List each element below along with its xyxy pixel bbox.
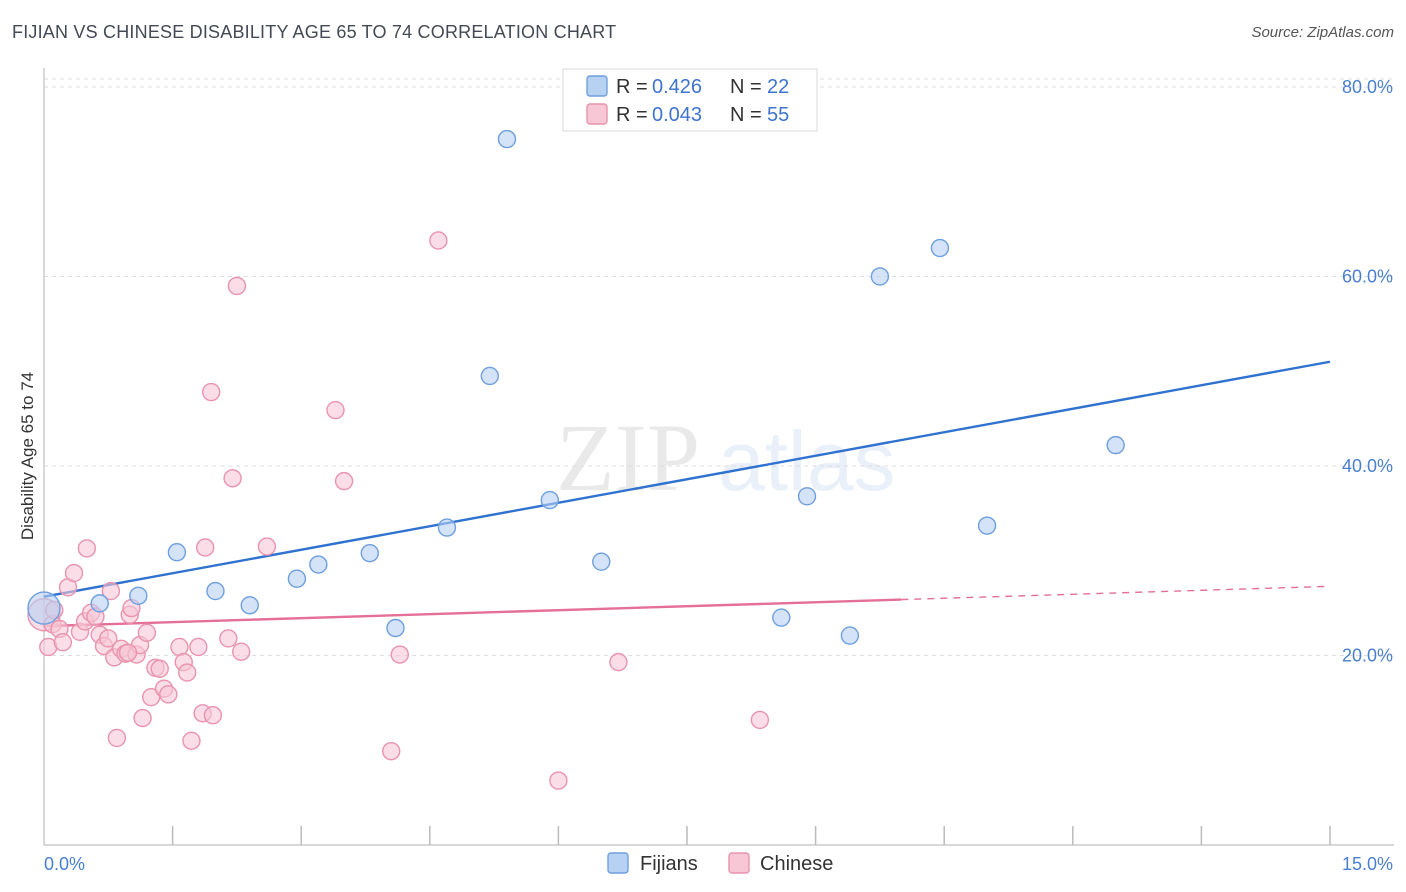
y-tick-label-0: 20.0% [1342, 645, 1393, 665]
chinese-point-9 [77, 539, 97, 558]
x-tick-label-0: 0.0% [44, 854, 85, 874]
fijians-point-4 [206, 581, 225, 601]
chinese-point-54 [118, 643, 138, 662]
fijians-point-2 [129, 586, 148, 605]
y-tick-label-2: 60.0% [1342, 266, 1393, 286]
legend-r-label: R = [616, 76, 648, 98]
chinese-point-31 [170, 637, 189, 657]
chinese-point-49 [429, 231, 448, 250]
fijians-point-13 [540, 490, 560, 510]
chinese-point-30 [159, 685, 178, 704]
legend-bottom: Fijians Chinese [607, 852, 833, 875]
legend-swatch-fijians [586, 75, 608, 97]
fijians-point-17 [840, 626, 860, 645]
legend-n-value-fijians: 22 [767, 76, 789, 98]
chinese-point-52 [750, 710, 770, 730]
chinese-point-44 [257, 537, 277, 556]
trend-line-chinese [43, 598, 902, 628]
chinese-point-39 [203, 705, 223, 725]
legend-r-value-fijians: 0.426 [652, 76, 702, 98]
fijians-point-16 [797, 487, 817, 506]
chinese-point-4 [53, 633, 73, 652]
source-label: Source: ZipAtlas.com [1251, 24, 1394, 41]
legend-row-fijians: R = 0.426 N = 22 [586, 75, 789, 98]
legend-n-label: N = [730, 104, 762, 126]
gridlines [44, 78, 1394, 656]
chinese-point-28 [150, 659, 169, 678]
legend-r-value-chinese: 0.043 [652, 104, 702, 126]
chinese-point-48 [390, 645, 409, 664]
fijians-point-19 [930, 238, 950, 258]
legend-bottom-swatch-chinese [728, 852, 750, 874]
x-axis-ticks [171, 826, 1331, 845]
chinese-point-41 [223, 469, 242, 488]
fijians-point-12 [497, 129, 517, 149]
chinese-point-43 [231, 642, 251, 661]
chinese-point-15 [101, 581, 121, 601]
legend-n-value-chinese: 55 [767, 104, 789, 126]
fijians-point-11 [480, 366, 500, 386]
chinese-point-17 [107, 728, 127, 748]
fijians-point-9 [386, 618, 405, 638]
x-tick-label-1: 15.0% [1342, 854, 1393, 874]
y-axis-tick-labels: 20.0% 40.0% 60.0% 80.0% [1342, 77, 1393, 666]
fijians-point-5 [240, 596, 259, 615]
fijians-point-3 [167, 543, 187, 562]
trend-line-fijians [43, 360, 1331, 598]
trend-lines [43, 360, 1331, 628]
legend-row-chinese: R = 0.043 N = 55 [586, 103, 789, 126]
y-axis-label: Disability Age 65 to 74 [18, 372, 37, 540]
fijians-point-18 [870, 267, 890, 286]
fijians-point-20 [977, 516, 997, 535]
fijians-point-8 [360, 543, 379, 563]
legend-bottom-label-chinese: Chinese [760, 853, 833, 875]
y-tick-label-3: 80.0% [1342, 77, 1393, 97]
fijians-point-15 [772, 608, 791, 627]
fijians-point-21 [1106, 435, 1125, 455]
series-fijians-points [27, 129, 1125, 645]
legend-bottom-swatch-fijians [607, 852, 629, 874]
fijians-point-1 [90, 594, 109, 613]
chinese-point-37 [195, 538, 215, 557]
chinese-point-24 [133, 708, 152, 728]
fijians-point-7 [309, 555, 328, 574]
legend-bottom-label-fijians: Fijians [640, 853, 698, 875]
chinese-point-6 [64, 563, 84, 583]
chinese-point-34 [182, 731, 201, 750]
watermark: ZIP atlas [556, 404, 895, 511]
chinese-point-46 [334, 471, 354, 491]
chinese-point-33 [177, 663, 197, 682]
legend-top: R = 0.426 N = 22 R = 0.043 N = 55 [562, 68, 818, 132]
chinese-point-40 [219, 629, 238, 648]
chart-title: FIJIAN VS CHINESE DISABILITY AGE 65 TO 7… [12, 22, 617, 42]
chinese-point-47 [382, 741, 401, 761]
x-axis-tick-labels: 0.0% 15.0% [44, 854, 1393, 874]
chinese-point-25 [137, 623, 157, 642]
chinese-point-51 [609, 652, 628, 672]
fijians-point-6 [287, 569, 307, 588]
y-tick-label-1: 40.0% [1342, 456, 1393, 476]
chinese-point-35 [189, 637, 208, 657]
legend-n-label: N = [730, 76, 762, 98]
axes [43, 68, 1394, 846]
fijians-point-10 [437, 518, 457, 537]
chinese-point-45 [326, 400, 345, 420]
chinese-point-42 [227, 276, 247, 296]
chinese-point-14 [99, 629, 118, 648]
chinese-point-38 [201, 382, 221, 402]
legend-r-label: R = [616, 104, 648, 126]
legend-swatch-chinese [586, 103, 608, 125]
chinese-point-50 [549, 771, 568, 790]
fijians-point-14 [592, 552, 611, 571]
fijians-point-0 [27, 591, 61, 625]
watermark-zip: ZIP [556, 404, 700, 511]
trend-line-extension-chinese [901, 585, 1331, 601]
